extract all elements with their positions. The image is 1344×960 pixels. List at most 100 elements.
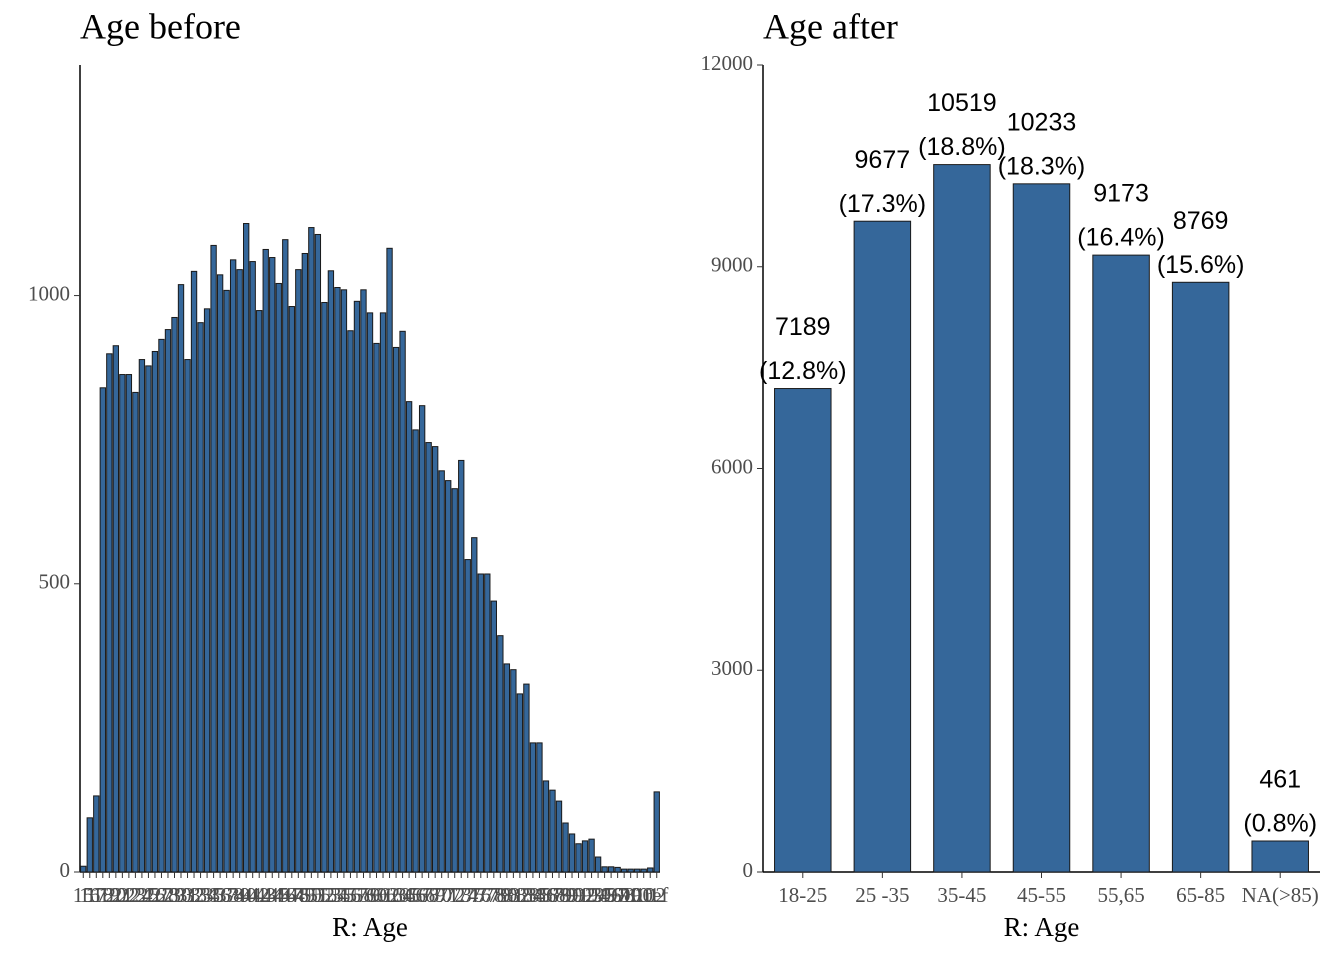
bar	[431, 446, 439, 873]
value-label: 461	[1259, 766, 1301, 794]
value-label: 10519	[927, 89, 997, 117]
bar	[1251, 840, 1309, 873]
bar	[171, 316, 178, 873]
bar	[360, 289, 367, 873]
bar	[575, 843, 582, 873]
x-tick-label: 81	[503, 883, 524, 907]
x-tick-label: 28	[157, 883, 178, 907]
bar	[321, 301, 328, 873]
bar	[158, 338, 165, 873]
bar	[132, 391, 139, 873]
bar	[327, 270, 335, 873]
bar	[653, 791, 660, 873]
bar	[256, 310, 263, 873]
x-tick-label: 24	[131, 883, 153, 907]
percent-label: (12.8%)	[759, 357, 847, 385]
x-tick-label: 72	[444, 883, 465, 907]
x-tick-label: 97	[607, 883, 628, 907]
bar	[438, 470, 445, 873]
x-tick-label: 19	[99, 883, 120, 907]
x-tick-label: 25 -35	[855, 883, 909, 907]
x-tick-label: 63	[386, 883, 407, 907]
x-tick-label: 57	[346, 883, 367, 907]
x-tick-label: 29	[164, 883, 185, 907]
x-tick-label: 99	[620, 883, 641, 907]
x-tick-label: 40	[236, 883, 257, 907]
x-tick-label: 84	[522, 883, 544, 907]
bar	[301, 252, 309, 873]
bar	[614, 866, 621, 873]
x-tick-label: 44	[262, 883, 284, 907]
x-tick-label: 23	[125, 883, 146, 907]
bar	[516, 693, 524, 873]
percent-label: (18.8%)	[918, 133, 1006, 161]
x-tick-label: 95	[594, 883, 615, 907]
bar	[607, 866, 615, 873]
bar	[490, 600, 497, 873]
bar	[314, 233, 322, 873]
percent-label: (0.8%)	[1243, 810, 1317, 838]
x-tick-label: 35	[203, 883, 224, 907]
chart-title: Age before	[80, 6, 241, 46]
bar	[216, 274, 224, 873]
x-tick-label: 33	[190, 883, 211, 907]
bar	[275, 282, 282, 873]
bar	[503, 663, 511, 873]
x-tick-label: 77	[477, 883, 498, 907]
bar	[853, 220, 912, 873]
x-tick-label: 45	[268, 883, 289, 907]
bar	[412, 429, 419, 873]
bar	[151, 350, 159, 873]
bar	[249, 261, 256, 873]
x-axis-title: R: Age	[1004, 912, 1080, 942]
x-tick-label: 66	[405, 883, 426, 907]
x-tick-label: 55	[333, 883, 354, 907]
bar	[529, 742, 537, 873]
x-tick-label: 41	[242, 883, 263, 907]
x-tick-label: NA(>85)	[1242, 883, 1319, 907]
bar	[125, 374, 133, 873]
x-tick-label: 37	[216, 883, 237, 907]
y-tick-label: 0	[743, 858, 754, 882]
bar	[588, 838, 595, 873]
x-tick-label: 60	[366, 883, 387, 907]
x-tick-label: 98	[614, 883, 635, 907]
x-tick-label: 64	[392, 883, 414, 907]
bar	[386, 247, 393, 873]
x-tick-label: 17	[86, 883, 107, 907]
bar	[464, 559, 471, 873]
bar	[269, 257, 276, 873]
x-tick-label: 48	[288, 883, 309, 907]
bar	[1171, 281, 1230, 873]
y-tick-label: 500	[39, 570, 71, 594]
bar	[99, 387, 106, 873]
x-tick-label: 36	[210, 883, 231, 907]
bar	[229, 259, 237, 873]
x-tick-label: 102	[634, 883, 666, 907]
x-tick-label: 96	[601, 883, 622, 907]
bar	[366, 312, 374, 873]
x-tick-label: 16	[79, 883, 100, 907]
x-tick-label: ref	[645, 883, 668, 907]
bar	[405, 401, 413, 873]
x-tick-label: 69	[425, 883, 446, 907]
bar	[497, 635, 504, 873]
bar	[223, 289, 230, 873]
bar	[581, 840, 589, 873]
x-tick-label: 82	[509, 883, 530, 907]
x-tick-label: 91	[568, 883, 589, 907]
x-tick-label: 27	[151, 883, 172, 907]
bar	[138, 359, 146, 873]
bar	[640, 868, 647, 873]
bar	[334, 287, 341, 873]
x-tick-label: 89	[555, 883, 576, 907]
bar	[184, 359, 191, 873]
bar	[93, 795, 100, 873]
bar	[477, 573, 484, 873]
bar	[399, 330, 406, 873]
bar	[933, 164, 991, 873]
bar	[418, 405, 426, 873]
x-tick-label: 53	[320, 883, 341, 907]
x-tick-label: 70	[431, 883, 452, 907]
bar	[451, 488, 458, 873]
